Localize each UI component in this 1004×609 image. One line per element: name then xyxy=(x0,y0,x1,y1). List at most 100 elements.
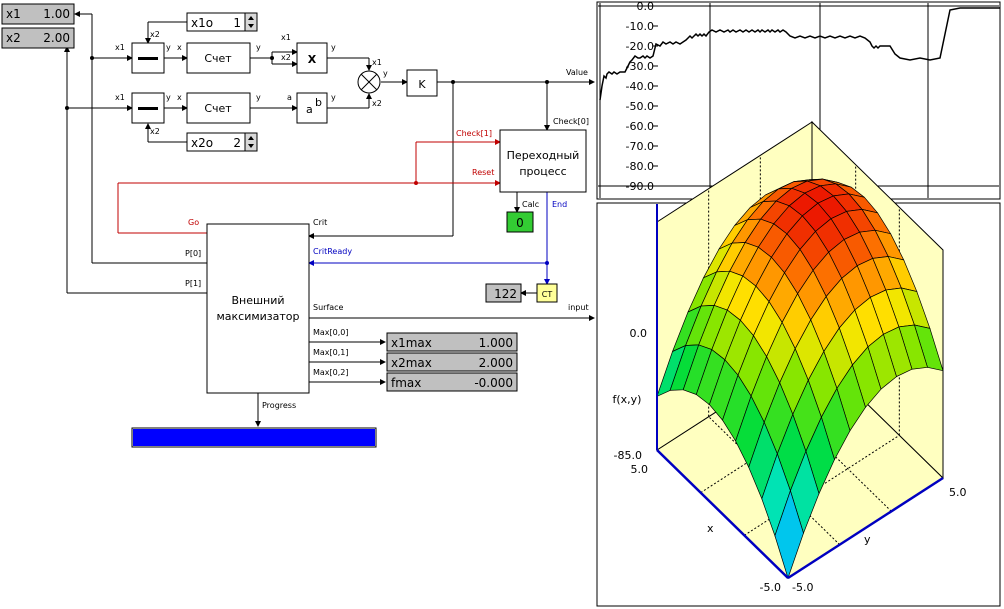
counter-block[interactable]: CT xyxy=(536,283,558,303)
z-tick-bottom: -85.0 xyxy=(614,449,642,462)
port-label: x2 xyxy=(372,99,382,108)
gain-block-label: K xyxy=(418,78,426,91)
spinner-x2o[interactable]: x2o 2 xyxy=(186,132,258,152)
port-label-p0: P[0] xyxy=(185,249,201,258)
calc-lamp: 0 xyxy=(506,211,534,233)
transient-block-line2: процесс xyxy=(519,165,566,178)
port-label: y xyxy=(166,93,171,102)
port-label: y xyxy=(256,93,261,102)
count-block-2[interactable]: Счет xyxy=(186,92,251,124)
surface-cell xyxy=(774,489,804,580)
power-block-base: a xyxy=(306,103,313,116)
transient-block[interactable]: Переходный процесс xyxy=(499,129,587,193)
port-label-value: Value xyxy=(566,68,588,77)
spin-down-icon[interactable] xyxy=(248,24,254,28)
x1max-display: x1max 1.000 xyxy=(386,332,518,352)
wires xyxy=(64,11,595,427)
power-block[interactable]: a b xyxy=(296,92,328,124)
x1max-value: 1.000 xyxy=(479,336,513,350)
x2max-value: 2.000 xyxy=(479,356,513,370)
port-labels: x1 x1 x2 x2 y y x x y y x1 x2 a y y x1 x… xyxy=(115,30,589,410)
spinner-x2o-name: x2o xyxy=(191,136,213,150)
x-tick-min: -5.0 xyxy=(760,581,781,594)
y-tick-label: -70.0 xyxy=(626,140,654,153)
port-label: x2 xyxy=(150,30,160,39)
counter-display-value: 122 xyxy=(494,287,517,301)
port-label-go: Go xyxy=(188,218,199,227)
x-tick-max: 5.0 xyxy=(631,463,649,476)
port-label: a xyxy=(287,93,292,102)
port-label-input: input xyxy=(568,303,589,312)
multiply-block[interactable]: X xyxy=(296,42,328,74)
y-tick-label: -10.0 xyxy=(626,20,654,33)
y-tick-label: -60.0 xyxy=(626,120,654,133)
port-label: y xyxy=(331,93,336,102)
x2max-label: x2max xyxy=(391,356,432,370)
port-label-p1: P[1] xyxy=(185,279,201,288)
input-x1-value: 1.00 xyxy=(43,7,70,21)
input-x2-name: x2 xyxy=(6,31,21,45)
x-axis-label: x xyxy=(707,522,714,535)
sum-junction[interactable] xyxy=(357,70,381,94)
y-tick-label: 0.0 xyxy=(637,0,655,13)
subtract-block-2[interactable] xyxy=(131,92,165,124)
subtract-block-1[interactable] xyxy=(131,42,165,74)
port-label: y xyxy=(331,43,336,52)
maximizer-block[interactable]: Внешний максимизатор xyxy=(206,223,310,394)
input-x2[interactable]: x2 2.00 xyxy=(1,27,75,49)
surface-front-axes xyxy=(656,204,944,580)
spinner-x1o-name: x1o xyxy=(191,16,213,30)
port-label-progress: Progress xyxy=(262,401,296,410)
count-block-1[interactable]: Счет xyxy=(186,42,251,74)
transient-block-line1: Переходный xyxy=(507,149,580,162)
maximizer-block-line2: максимизатор xyxy=(216,310,299,323)
port-label: x2 xyxy=(150,127,160,136)
fmax-display: fmax -0.000 xyxy=(386,372,518,392)
y-tick-label: -90.0 xyxy=(626,180,654,193)
count-block-2-label: Счет xyxy=(204,102,232,115)
count-block-1-label: Счет xyxy=(204,52,232,65)
port-label: x1 xyxy=(372,58,382,67)
port-label-critready: CritReady xyxy=(313,247,352,256)
y-tick-label: -50.0 xyxy=(626,100,654,113)
port-label-max02: Max[0,2] xyxy=(313,368,349,377)
y-tick-label: -40.0 xyxy=(626,80,654,93)
reset-wires xyxy=(117,139,501,234)
port-label-check0: Check[0] xyxy=(553,117,589,126)
x1max-label: x1max xyxy=(391,336,432,350)
spin-up-icon[interactable] xyxy=(248,16,254,20)
y-tick-label: -30.0 xyxy=(626,60,654,73)
junction-blue xyxy=(545,261,549,265)
surface-chart: 0.0 -85.0 f(x,y) 5.0 -5.0 -5.0 5.0 x y xyxy=(596,120,1001,607)
junction-red xyxy=(414,181,418,185)
port-label: x1 xyxy=(115,93,125,102)
maximizer-block-line1: Внешний xyxy=(231,294,284,307)
line-chart-ticks: 0.0 -10.0 -20.0 -30.0 -40.0 -50.0 -60.0 -70.0 -8… xyxy=(626,0,658,193)
spinner-x1o[interactable]: x1o 1 xyxy=(186,12,258,32)
y-tick-max: 5.0 xyxy=(949,486,967,499)
port-label-check1: Check[1] xyxy=(456,129,492,138)
y-tick-min: -5.0 xyxy=(792,581,813,594)
fmax-value: -0.000 xyxy=(474,376,513,390)
spin-up-icon[interactable] xyxy=(248,136,254,140)
minus-icon xyxy=(138,107,158,110)
spinner-x1o-value: 1 xyxy=(233,16,241,30)
surface-mesh xyxy=(656,178,944,580)
y-tick-label: -20.0 xyxy=(626,40,654,53)
multiply-block-label: X xyxy=(308,53,317,66)
y-tick-label: -80.0 xyxy=(626,160,654,173)
port-label-end: End xyxy=(552,200,567,209)
spin-down-icon[interactable] xyxy=(248,144,254,148)
junctions xyxy=(65,56,549,110)
port-label-calc: Calc xyxy=(522,200,539,209)
port-label: x1 xyxy=(115,43,125,52)
port-label-reset: Reset xyxy=(472,168,494,177)
line-chart-series xyxy=(599,7,1000,101)
power-block-exponent: b xyxy=(315,96,322,109)
floor-grid-line xyxy=(708,416,841,546)
port-label: x2 xyxy=(281,53,291,62)
gain-block[interactable]: K xyxy=(406,69,438,97)
input-x1[interactable]: x1 1.00 xyxy=(1,3,75,25)
fmax-label: fmax xyxy=(391,376,421,390)
